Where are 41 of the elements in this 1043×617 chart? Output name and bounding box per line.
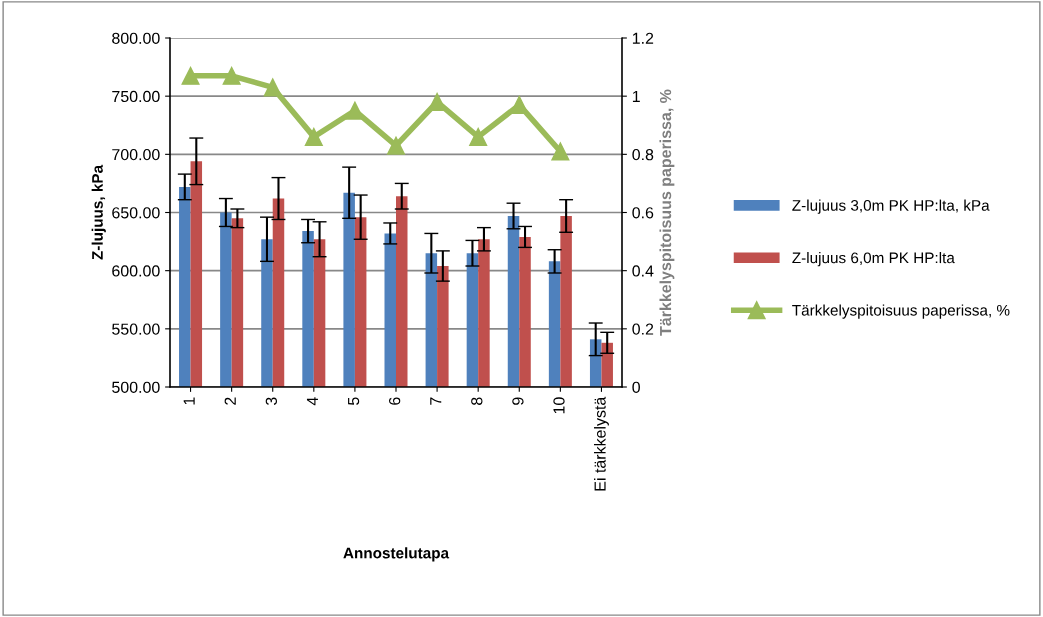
y2-tick-label: 1.2 xyxy=(632,32,654,44)
point xyxy=(428,92,447,112)
x-tick-label: 3 xyxy=(265,397,278,405)
x-tick-label: Ei tärkkelystä xyxy=(594,396,609,491)
x-axis-title: Annostelutapa xyxy=(343,547,450,562)
y2-axis-title: Tärkkelyspitoisuus paperissa, % xyxy=(659,89,675,336)
point xyxy=(181,66,200,85)
y2-tick-label: 0.8 xyxy=(632,148,654,161)
point xyxy=(263,78,282,97)
legend-label: Tärkkelyspitoisuus paperissa, % xyxy=(792,304,1010,319)
point xyxy=(510,95,529,114)
x-tick-label: 9 xyxy=(512,397,524,405)
point xyxy=(551,142,570,161)
x-tick-label: 10 xyxy=(553,397,565,414)
x-tick-label: 4 xyxy=(306,397,318,406)
y2-tick-label: 1 xyxy=(632,90,640,102)
y-tick-label: 650.00 xyxy=(112,207,160,219)
x-tick-label: 2 xyxy=(224,397,236,405)
legend-label: Z-lujuus 6,0m PK HP:lta xyxy=(792,252,955,267)
y-tick-label: 750.00 xyxy=(112,90,160,103)
legend-label: Z-lujuus 3,0m PK HP:lta, kPa xyxy=(792,199,990,214)
x-tick-label: 1 xyxy=(183,397,195,405)
y2-tick-label: 0 xyxy=(632,381,640,393)
x-tick-label: 6 xyxy=(388,397,401,405)
y-tick-label: 550.00 xyxy=(112,323,160,335)
x-tick-label: 7 xyxy=(430,397,442,405)
y2-tick-label: 0.4 xyxy=(632,265,654,277)
x-tick-label: 5 xyxy=(348,397,360,405)
y2-tick-label: 0.6 xyxy=(632,207,654,219)
y-tick-label: 800.00 xyxy=(112,32,160,44)
point xyxy=(222,66,241,85)
point xyxy=(386,136,406,155)
point xyxy=(304,127,323,146)
x-tick-label: 8 xyxy=(471,397,483,405)
y-tick-label: 700.00 xyxy=(112,148,160,161)
point xyxy=(345,101,364,120)
y-axis-title: Z-lujuus, kPa xyxy=(91,164,106,260)
y2-tick-label: 0.2 xyxy=(632,323,654,335)
y-tick-label: 600.00 xyxy=(112,265,160,277)
point xyxy=(469,127,488,146)
y-tick-label: 500.00 xyxy=(112,381,160,393)
